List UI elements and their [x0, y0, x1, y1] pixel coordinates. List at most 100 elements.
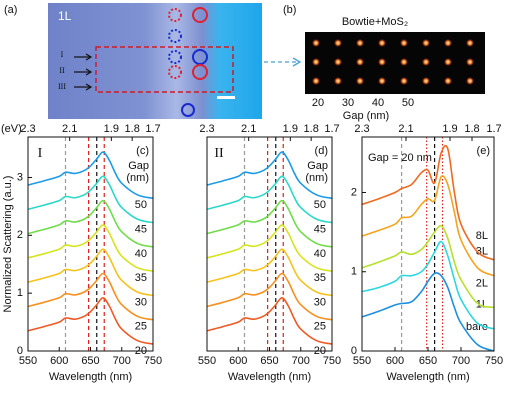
panel-label: (b)	[283, 4, 296, 16]
series-label: 1L	[476, 299, 488, 311]
spot	[378, 58, 386, 66]
x-tick-label: 650	[260, 355, 278, 367]
x2-tick-label: 2.3	[354, 123, 369, 135]
x2-tick-label: 1.7	[324, 123, 339, 135]
spectrum-line	[27, 151, 154, 200]
x-axis-label: Wavelength (nm)	[386, 371, 469, 383]
series-label: 30	[135, 296, 147, 308]
y-tick-label: 0	[17, 345, 23, 357]
spot	[400, 77, 408, 85]
y-tick-label: 2	[351, 186, 357, 198]
spectrum-line	[27, 296, 154, 345]
x-tick-label: 600	[50, 355, 68, 367]
y-tick-label: 2	[17, 229, 23, 241]
series-label: 2L	[476, 277, 488, 289]
x-tick-label: 550	[19, 355, 37, 367]
spectrum-line	[206, 224, 333, 272]
x2-tick-label: 2.3	[20, 123, 35, 135]
scattering-spots	[312, 39, 474, 85]
spectrum-line	[361, 175, 495, 277]
spot	[466, 58, 474, 66]
spectrum-line	[27, 248, 154, 297]
x2-tick-label: 2.1	[398, 123, 413, 135]
spot	[334, 39, 342, 47]
y-tick-label: 3	[17, 171, 23, 183]
row-label: II	[214, 146, 224, 161]
panel-label: (c)	[136, 145, 149, 157]
spot	[356, 58, 364, 66]
spot	[312, 58, 320, 66]
row-label: II	[59, 66, 65, 75]
row-label: III	[58, 82, 66, 91]
annotation: (nm)	[126, 172, 149, 184]
panel-label: (e)	[477, 145, 490, 157]
spectrum-line	[206, 248, 333, 297]
spectrum-line	[27, 224, 154, 272]
spectrum-line	[206, 272, 333, 321]
series-label: 8L	[476, 230, 488, 242]
series-label: bare	[466, 321, 488, 333]
annotation: Gap	[128, 160, 149, 172]
x-tick-label: 750	[485, 355, 503, 367]
spectrum-line	[27, 272, 154, 321]
annotation: Gap	[307, 160, 328, 172]
x2-tick-label: 2.1	[241, 123, 256, 135]
spot	[400, 39, 408, 47]
spot	[444, 77, 452, 85]
panel-label: (d)	[315, 145, 328, 157]
gap-title: Gap (nm)	[343, 110, 389, 122]
gap-label: 20	[312, 97, 324, 109]
x-tick-label: 700	[452, 355, 470, 367]
spot	[466, 77, 474, 85]
spectrum-line	[361, 224, 495, 309]
spot	[422, 58, 430, 66]
panel-label: (a)	[4, 4, 17, 16]
spectrum-line	[361, 144, 495, 261]
series-label: 50	[314, 199, 326, 211]
x-tick-label: 600	[386, 355, 404, 367]
series-label: 3L	[476, 246, 488, 258]
circle-markers	[168, 7, 208, 117]
spectrum-line	[361, 240, 495, 330]
y-tick-label: 1	[17, 287, 23, 299]
x-tick-label: 750	[144, 355, 162, 367]
series-label: 45	[314, 224, 326, 236]
x-tick-label: 700	[113, 355, 131, 367]
spot	[378, 77, 386, 85]
spot	[422, 39, 430, 47]
spectrum-line	[27, 199, 154, 248]
x2-tick-label: 1.7	[486, 123, 501, 135]
spot	[312, 39, 320, 47]
series-label: 35	[314, 272, 326, 284]
x2-tick-label: 1.8	[125, 123, 140, 135]
x2-tick-label: 1.9	[104, 123, 119, 135]
spectrum-line	[206, 151, 333, 200]
y-tick-label: 0	[351, 345, 357, 357]
spot	[378, 39, 386, 47]
x2-tick-label: 1.8	[304, 123, 319, 135]
spot	[400, 58, 408, 66]
annotation: Gap = 20 nm	[368, 152, 432, 164]
x-tick-label: 650	[81, 355, 99, 367]
x2-tick-label: 1.9	[283, 123, 298, 135]
x-tick-label: 550	[353, 355, 371, 367]
x-tick-label: 750	[323, 355, 341, 367]
row-label: I	[38, 146, 43, 161]
annotation: (nm)	[305, 172, 328, 184]
series-label: 30	[314, 296, 326, 308]
spectrum-line	[206, 199, 333, 248]
x-tick-label: 650	[419, 355, 437, 367]
x-axis-label: Wavelength (nm)	[228, 371, 311, 383]
spot	[356, 39, 364, 47]
spot	[444, 58, 452, 66]
series-label: 40	[314, 248, 326, 260]
gap-label: 50	[402, 97, 414, 109]
spot	[334, 77, 342, 85]
dark-field-image	[305, 32, 485, 94]
x2-tick-label: 1.8	[464, 123, 479, 135]
spectrum-line	[27, 175, 154, 224]
scale-bar	[217, 96, 235, 99]
gap-label: 30	[342, 97, 354, 109]
